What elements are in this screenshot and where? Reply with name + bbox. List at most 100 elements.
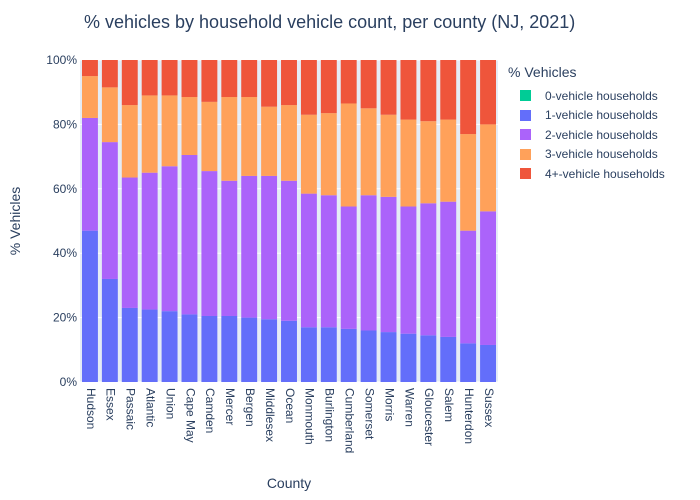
y-tick-labels: 0% 20% 40% 60% 80% 100%	[46, 53, 77, 389]
bar-segment: 1-vehicle households	[201, 315, 218, 382]
legend-label: 1-vehicle households	[545, 108, 658, 123]
bar-segment: 4+-vehicle households	[440, 60, 457, 120]
bar-segment: 4+-vehicle households	[161, 60, 178, 96]
bar-segment: 4+-vehicle households	[380, 60, 397, 115]
legend-swatch	[520, 109, 531, 121]
legend-label: 2-vehicle households	[545, 127, 658, 142]
bar-segment: 1-vehicle households	[380, 332, 397, 382]
x-tick-label: Ocean	[283, 388, 297, 423]
bar-segment: 1-vehicle households	[440, 336, 457, 382]
bar-segment: 1-vehicle households	[320, 327, 337, 382]
bar-segment: 2-vehicle households	[400, 206, 417, 334]
bar-segment: 2-vehicle households	[360, 195, 377, 331]
x-tick-label: Hudson	[84, 388, 98, 429]
bar-segment: 2-vehicle households	[81, 117, 98, 231]
legend: % Vehicles 0-vehicle households 1-vehicle…	[508, 64, 665, 184]
bar-segment: 3-vehicle households	[460, 134, 477, 231]
bar-segment: 1-vehicle households	[400, 333, 417, 382]
bar-segment: 4+-vehicle households	[261, 60, 278, 107]
bar-segment: 1-vehicle households	[81, 230, 98, 382]
legend-swatch	[520, 168, 531, 180]
bar-segment: 3-vehicle households	[101, 87, 118, 143]
bar-segment: 2-vehicle households	[380, 196, 397, 333]
legend-swatch	[520, 129, 531, 141]
bar-segment: 4+-vehicle households	[340, 60, 357, 104]
bar-segment: 3-vehicle households	[380, 114, 397, 197]
bar-segment: 1-vehicle households	[221, 315, 238, 382]
bar-segment: 2-vehicle households	[221, 180, 238, 316]
bar-segment: 1-vehicle households	[181, 314, 198, 382]
bar-segment: 3-vehicle households	[281, 105, 297, 181]
bar-segment: 4+-vehicle households	[201, 60, 218, 102]
bar-segment: 1-vehicle households	[261, 319, 278, 382]
bar-segment: 4+-vehicle households	[181, 60, 198, 98]
bar-segment: 4+-vehicle households	[221, 60, 238, 98]
bar-segment: 2-vehicle households	[340, 206, 357, 329]
x-tick-label: Salem	[442, 388, 456, 422]
bar-segment: 3-vehicle households	[440, 119, 457, 202]
x-tick-label: Atlantic	[143, 388, 157, 427]
bar-segment: 1-vehicle households	[460, 343, 477, 382]
x-tick-label: Passaic	[124, 388, 138, 430]
bar-segment: 2-vehicle households	[121, 177, 138, 308]
legend-label: 0-vehicle households	[545, 88, 658, 103]
bar-segment: 2-vehicle households	[161, 166, 178, 312]
legend-item[interactable]: 4+-vehicle households	[508, 164, 665, 184]
bar-segment: 3-vehicle households	[261, 106, 278, 176]
bar-segment: 3-vehicle households	[320, 113, 337, 196]
bar-segment: 1-vehicle households	[121, 307, 138, 382]
y-tick-label: 80%	[53, 117, 77, 131]
bar-segment: 2-vehicle households	[420, 203, 437, 336]
bar-segment: 1-vehicle households	[340, 328, 357, 382]
bar-segment: 4+-vehicle households	[281, 60, 297, 106]
bar-segment: 3-vehicle households	[420, 121, 437, 204]
x-tick-label: Gloucester	[422, 388, 436, 446]
x-tick-label: Monmouth	[303, 388, 317, 445]
legend-label: 4+-vehicle households	[545, 166, 665, 181]
bar-segment: 2-vehicle households	[440, 201, 457, 337]
x-tick-label: Warren	[402, 388, 416, 427]
bar-segment: 2-vehicle households	[480, 211, 497, 345]
legend-item[interactable]: 3-vehicle households	[508, 145, 665, 165]
legend-label: 3-vehicle households	[545, 147, 658, 162]
bar-segment: 3-vehicle households	[300, 114, 317, 194]
bar-segment: 4+-vehicle households	[400, 60, 417, 120]
bar-segment: 3-vehicle households	[340, 103, 357, 207]
x-tick-label: Middlesex	[263, 388, 277, 442]
y-axis-label: % Vehicles	[7, 187, 23, 255]
bar-segment: 4+-vehicle households	[121, 60, 138, 106]
bar-segment: 3-vehicle households	[360, 108, 377, 196]
legend-item[interactable]: 1-vehicle households	[508, 106, 665, 126]
bar-segment: 2-vehicle households	[141, 172, 158, 310]
x-tick-label: Essex	[104, 388, 118, 421]
legend-item[interactable]: 0-vehicle households	[508, 86, 665, 106]
bar-segment: 1-vehicle households	[360, 330, 377, 382]
bar-segment: 1-vehicle households	[480, 344, 497, 382]
x-tick-label: Bergen	[243, 388, 257, 427]
bar-segment: 1-vehicle households	[281, 320, 297, 382]
bar-segment: 1-vehicle households	[101, 278, 118, 382]
bar-segment: 2-vehicle households	[181, 154, 198, 315]
bar-segment: 2-vehicle households	[320, 195, 337, 328]
legend-item[interactable]: 2-vehicle households	[508, 125, 665, 145]
bar-segment: 1-vehicle households	[300, 327, 317, 382]
bar-segment: 3-vehicle households	[201, 101, 218, 172]
y-tick-label: 0%	[60, 375, 78, 389]
bar-segment: 4+-vehicle households	[460, 60, 477, 135]
bar-segment: 2-vehicle households	[101, 142, 118, 279]
bar-segment: 1-vehicle households	[241, 317, 258, 382]
bar-segment: 2-vehicle households	[201, 171, 218, 316]
x-tick-label: Cape May	[183, 388, 197, 443]
bar-segment: 4+-vehicle households	[420, 60, 437, 122]
x-tick-label: Burlington	[323, 388, 337, 442]
bar-segment: 2-vehicle households	[241, 175, 258, 318]
bar-segment: 1-vehicle households	[161, 311, 178, 382]
bar-segment: 2-vehicle households	[300, 193, 317, 328]
bar-segment: 1-vehicle households	[141, 309, 158, 382]
legend-title: % Vehicles	[508, 64, 577, 80]
bar-segment: 1-vehicle households	[420, 335, 437, 382]
bar-segment: 4+-vehicle households	[480, 60, 497, 125]
bar-segment: 4+-vehicle households	[300, 60, 317, 115]
